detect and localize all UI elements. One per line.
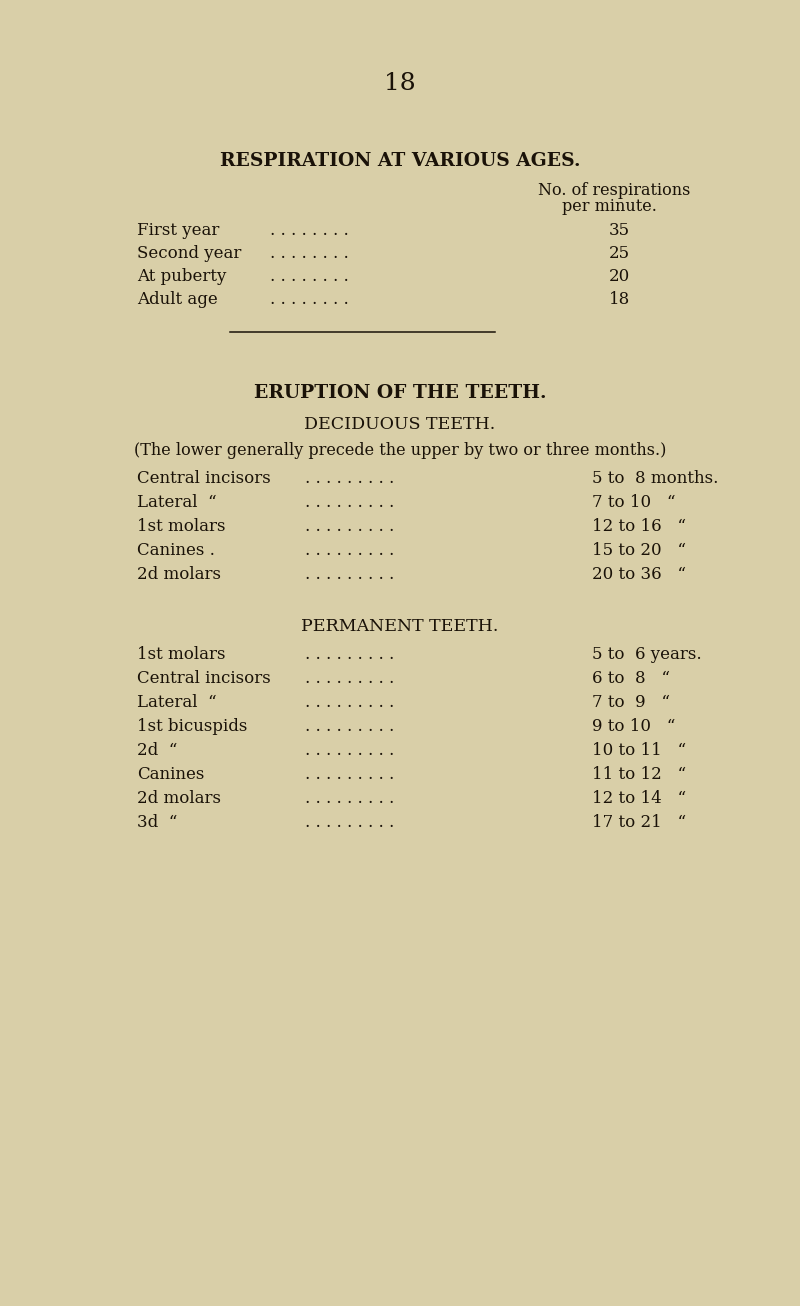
Text: . . . . . . . . .: . . . . . . . . . — [305, 542, 394, 559]
Text: 20 to 36   “: 20 to 36 “ — [592, 565, 686, 582]
Text: 9 to 10   “: 9 to 10 “ — [592, 718, 675, 735]
Text: 15 to 20   “: 15 to 20 “ — [592, 542, 686, 559]
Text: 25: 25 — [609, 246, 630, 263]
Text: 3d  “: 3d “ — [137, 814, 178, 831]
Text: 2d molars: 2d molars — [137, 565, 221, 582]
Text: 35: 35 — [609, 222, 630, 239]
Text: 20: 20 — [609, 268, 630, 285]
Text: 10 to 11   “: 10 to 11 “ — [592, 742, 686, 759]
Text: Canines: Canines — [137, 767, 204, 784]
Text: 11 to 12   “: 11 to 12 “ — [592, 767, 686, 784]
Text: RESPIRATION AT VARIOUS AGES.: RESPIRATION AT VARIOUS AGES. — [220, 151, 580, 170]
Text: . . . . . . . . .: . . . . . . . . . — [305, 670, 394, 687]
Text: Central incisors: Central incisors — [137, 670, 270, 687]
Text: . . . . . . . . .: . . . . . . . . . — [305, 565, 394, 582]
Text: 5 to  6 years.: 5 to 6 years. — [592, 646, 702, 663]
Text: (The lower generally precede the upper by two or three months.): (The lower generally precede the upper b… — [134, 441, 666, 458]
Text: . . . . . . . . .: . . . . . . . . . — [305, 518, 394, 535]
Text: Lateral  “: Lateral “ — [137, 693, 217, 710]
Text: Lateral  “: Lateral “ — [137, 494, 217, 511]
Text: . . . . . . . . .: . . . . . . . . . — [305, 718, 394, 735]
Text: Adult age: Adult age — [137, 291, 218, 308]
Text: No. of respirations: No. of respirations — [538, 182, 690, 199]
Text: 2d molars: 2d molars — [137, 790, 221, 807]
Text: 18: 18 — [384, 72, 416, 95]
Text: 1st bicuspids: 1st bicuspids — [137, 718, 247, 735]
Text: 1st molars: 1st molars — [137, 518, 226, 535]
Text: 1st molars: 1st molars — [137, 646, 226, 663]
Text: Central incisors: Central incisors — [137, 470, 270, 487]
Text: . . . . . . . .: . . . . . . . . — [270, 291, 349, 308]
Text: 18: 18 — [609, 291, 630, 308]
Text: . . . . . . . . .: . . . . . . . . . — [305, 646, 394, 663]
Text: 2d  “: 2d “ — [137, 742, 178, 759]
Text: First year: First year — [137, 222, 219, 239]
Text: 7 to  9   “: 7 to 9 “ — [592, 693, 670, 710]
Text: . . . . . . . . .: . . . . . . . . . — [305, 767, 394, 784]
Text: . . . . . . . .: . . . . . . . . — [270, 268, 349, 285]
Text: . . . . . . . . .: . . . . . . . . . — [305, 742, 394, 759]
Text: ERUPTION OF THE TEETH.: ERUPTION OF THE TEETH. — [254, 384, 546, 402]
Text: DECIDUOUS TEETH.: DECIDUOUS TEETH. — [304, 417, 496, 434]
Text: At puberty: At puberty — [137, 268, 226, 285]
Text: Second year: Second year — [137, 246, 242, 263]
Text: PERMANENT TEETH.: PERMANENT TEETH. — [302, 618, 498, 635]
Text: . . . . . . . .: . . . . . . . . — [270, 222, 349, 239]
Text: . . . . . . . . .: . . . . . . . . . — [305, 790, 394, 807]
Text: per minute.: per minute. — [562, 199, 657, 215]
Text: 5 to  8 months.: 5 to 8 months. — [592, 470, 718, 487]
Text: 12 to 16   “: 12 to 16 “ — [592, 518, 686, 535]
Text: . . . . . . . . .: . . . . . . . . . — [305, 814, 394, 831]
Text: 12 to 14   “: 12 to 14 “ — [592, 790, 686, 807]
Text: . . . . . . . . .: . . . . . . . . . — [305, 470, 394, 487]
Text: Canines .: Canines . — [137, 542, 215, 559]
Text: 17 to 21   “: 17 to 21 “ — [592, 814, 686, 831]
Text: . . . . . . . .: . . . . . . . . — [270, 246, 349, 263]
Text: 6 to  8   “: 6 to 8 “ — [592, 670, 670, 687]
Text: 7 to 10   “: 7 to 10 “ — [592, 494, 675, 511]
Text: . . . . . . . . .: . . . . . . . . . — [305, 494, 394, 511]
Text: . . . . . . . . .: . . . . . . . . . — [305, 693, 394, 710]
